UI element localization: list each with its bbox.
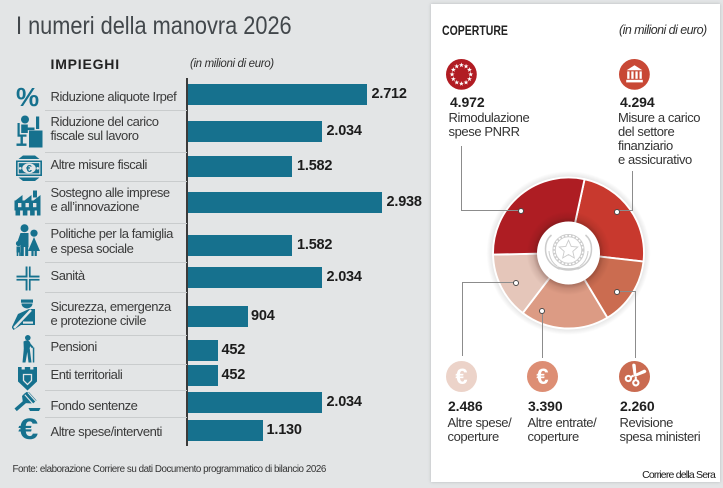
svg-text:€: €	[26, 163, 32, 175]
